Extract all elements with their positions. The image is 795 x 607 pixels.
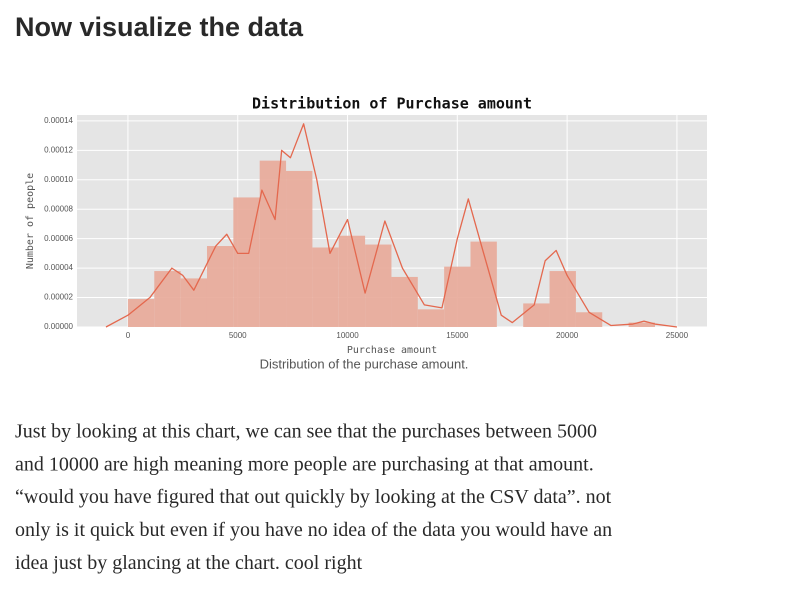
bar bbox=[628, 322, 655, 327]
bar bbox=[575, 312, 603, 327]
x-tick-label: 5000 bbox=[229, 331, 247, 340]
heading: Now visualize the data bbox=[15, 12, 304, 42]
paragraph-line: idea just by glancing at the chart. cool… bbox=[15, 552, 363, 574]
y-axis-label: Number of people bbox=[25, 173, 36, 269]
bar bbox=[180, 278, 207, 327]
bar bbox=[206, 246, 234, 327]
caption: Distribution of the purchase amount. bbox=[260, 356, 469, 371]
bar bbox=[154, 271, 181, 327]
paragraph-line: Just by looking at this chart, we can se… bbox=[15, 421, 597, 443]
bar bbox=[523, 303, 550, 327]
bar bbox=[365, 244, 392, 327]
bar bbox=[391, 276, 418, 327]
bar bbox=[338, 235, 366, 327]
paragraph-line: and 10000 are high meaning more people a… bbox=[15, 453, 594, 475]
marks: 0.00000 0.00002 0.00004 0.00006 0.00008 0.000… bbox=[44, 115, 707, 340]
paragraph-line: “would you have figured that out quickly… bbox=[15, 486, 612, 508]
x-axis-label: Purchase amount bbox=[347, 345, 437, 356]
y-tick-label: 0.00002 bbox=[44, 293, 73, 302]
x-tick-label: 15000 bbox=[446, 331, 469, 340]
y-tick-label: 0.00004 bbox=[44, 263, 73, 272]
bar bbox=[259, 160, 287, 327]
x-tick-label: 25000 bbox=[666, 331, 689, 340]
y-tick-label: 0.00010 bbox=[44, 175, 73, 184]
y-tick-label: 0.00008 bbox=[44, 204, 73, 213]
y-tick-label: 0.00000 bbox=[44, 322, 73, 331]
bar bbox=[127, 299, 155, 327]
chart-title: Distribution of Purchase amount bbox=[252, 95, 532, 113]
y-tick-label: 0.00012 bbox=[44, 145, 73, 154]
paragraph-line: only is it quick but even if you have no… bbox=[15, 519, 612, 541]
caption-bg bbox=[200, 353, 590, 377]
x-tick-label: 0 bbox=[126, 331, 131, 340]
y-tick-label: 0.00006 bbox=[44, 234, 73, 243]
bar bbox=[417, 309, 445, 327]
y-tick-label: 0.00014 bbox=[44, 116, 73, 125]
bar bbox=[286, 170, 313, 327]
bar bbox=[549, 271, 576, 327]
bar bbox=[444, 266, 471, 327]
x-tick-label: 10000 bbox=[336, 331, 359, 340]
x-tick-label: 20000 bbox=[556, 331, 579, 340]
kde-line bbox=[105, 123, 678, 328]
bar bbox=[312, 247, 339, 327]
paragraph: Just by looking at this chart, we can se… bbox=[15, 421, 612, 574]
